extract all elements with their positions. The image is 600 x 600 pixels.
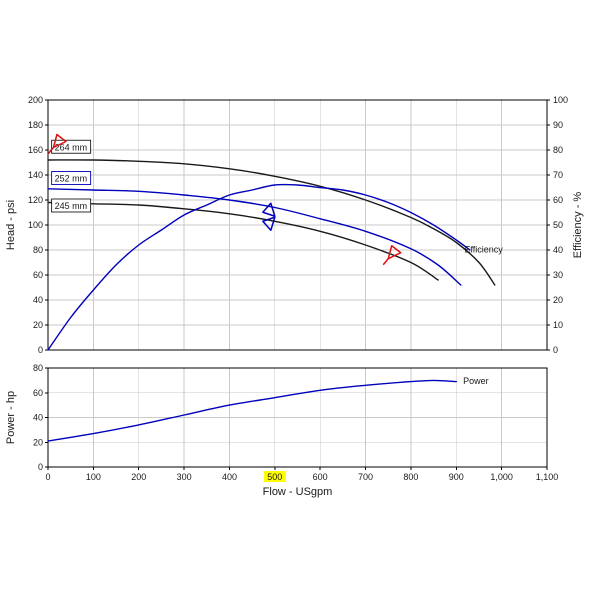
- x-tick-label: 600: [313, 472, 328, 482]
- y-tick-label-right: 50: [553, 220, 563, 230]
- x-tick-label: 1,000: [490, 472, 513, 482]
- y-tick-label-right: 40: [553, 245, 563, 255]
- curve-power: [47, 379, 457, 442]
- curve-245-mm: [47, 201, 439, 281]
- x-tick-label: 0: [45, 472, 50, 482]
- shutoff-marker: [47, 133, 67, 154]
- x-tick-label: 300: [177, 472, 192, 482]
- y-tick-label-left: 180: [28, 120, 43, 130]
- y-tick-label-right: 30: [553, 270, 563, 280]
- flow-axis-title: Flow - USgpm: [263, 486, 333, 498]
- y-tick-label-right: 60: [553, 195, 563, 205]
- curve-label-box: [51, 171, 92, 185]
- x-tick-label: 700: [358, 472, 373, 482]
- curve-label: Power: [463, 376, 489, 386]
- efficiency-axis-title: Efficiency - %: [572, 192, 584, 259]
- y-tick-label-right: 0: [553, 345, 558, 355]
- curve-label: 264 mm: [55, 142, 88, 152]
- duty-point-marker: [262, 202, 276, 231]
- x-tick-label: 100: [86, 472, 101, 482]
- curve-label: Efficiency: [464, 245, 503, 255]
- curve-label: 245 mm: [55, 201, 88, 211]
- x-tick-label: 1,100: [536, 472, 559, 482]
- y-tick-label-right: 70: [553, 170, 563, 180]
- curve-label: 252 mm: [55, 174, 88, 184]
- y-tick-label-right: 80: [553, 145, 563, 155]
- x-tick-label: 200: [131, 472, 146, 482]
- y-tick-label-right: 20: [553, 295, 563, 305]
- x-tick-label: 400: [222, 472, 237, 482]
- y-tick-label-left: 20: [33, 320, 43, 330]
- y-tick-label-left: 0: [38, 462, 43, 472]
- duty-flow-highlight: [263, 471, 286, 482]
- curve-252-mm: [47, 188, 462, 286]
- y-tick-label-left: 120: [28, 195, 43, 205]
- y-tick-label-right: 100: [553, 95, 568, 105]
- head-axis-title: Head - psi: [5, 200, 17, 250]
- y-tick-label-left: 40: [33, 295, 43, 305]
- y-tick-label-left: 20: [33, 437, 43, 447]
- y-tick-label-left: 0: [38, 345, 43, 355]
- y-tick-label-right: 10: [553, 320, 563, 330]
- curve-label-box: [51, 198, 92, 213]
- y-tick-label-left: 140: [28, 170, 43, 180]
- y-tick-label-left: 200: [28, 95, 43, 105]
- y-tick-label-left: 80: [33, 245, 43, 255]
- y-tick-label-left: 60: [33, 270, 43, 280]
- y-tick-label-right: 90: [553, 120, 563, 130]
- curve-264-mm: [47, 159, 496, 286]
- x-tick-label: 500: [267, 472, 282, 482]
- power-plot: 0 20 40 60 80 Power - hp Power 0 100 200 300 400 500…: [5, 363, 558, 498]
- x-tick-label: 800: [403, 472, 418, 482]
- runout-marker: [382, 245, 402, 266]
- y-tick-label-left: 100: [28, 220, 43, 230]
- y-tick-label-left: 60: [33, 388, 43, 398]
- head-efficiency-plot: 0 20 40 60 80 100 120 140 160 180 200 0 10 20 30 40 50 60…: [5, 95, 584, 355]
- y-tick-label-left: 40: [33, 413, 43, 423]
- y-tick-label-left: 80: [33, 363, 43, 373]
- x-tick-label: 900: [449, 472, 464, 482]
- curve-efficiency: [47, 183, 471, 351]
- y-tick-label-left: 160: [28, 145, 43, 155]
- power-axis-title: Power - hp: [5, 391, 17, 444]
